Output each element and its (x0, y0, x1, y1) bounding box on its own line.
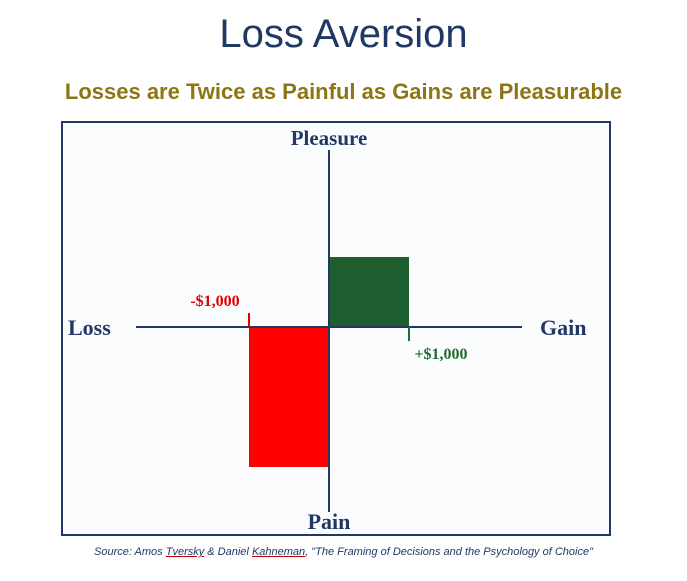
slide-title: Loss Aversion (219, 12, 468, 56)
axis-label-bottom: Pain (308, 509, 351, 534)
bar-loss (249, 327, 329, 467)
axis-label-right: Gain (540, 315, 586, 340)
value-label-gain: +$1,000 (414, 346, 467, 363)
bars-layer (249, 257, 409, 467)
source-citation: Source: Amos Tversky & Daniel Kahneman, … (0, 545, 687, 559)
source-author-1: Tversky (165, 546, 205, 558)
bar-gain (329, 257, 409, 327)
axis-label-top: Pleasure (291, 126, 368, 150)
source-prefix: Source: Amos (94, 546, 166, 558)
value-label-loss: -$1,000 (190, 293, 239, 310)
source-mid: & Daniel (204, 546, 252, 558)
labels-layer: +$1,000 -$1,000 (190, 293, 467, 363)
source-suffix: , "The Framing of Decisions and the Psyc… (305, 546, 593, 558)
chart-frame (61, 121, 611, 536)
slide-subtitle: Losses are Twice as Painful as Gains are… (64, 79, 623, 104)
axis-label-left: Loss (68, 315, 111, 340)
source-author-2: Kahneman (251, 546, 306, 558)
